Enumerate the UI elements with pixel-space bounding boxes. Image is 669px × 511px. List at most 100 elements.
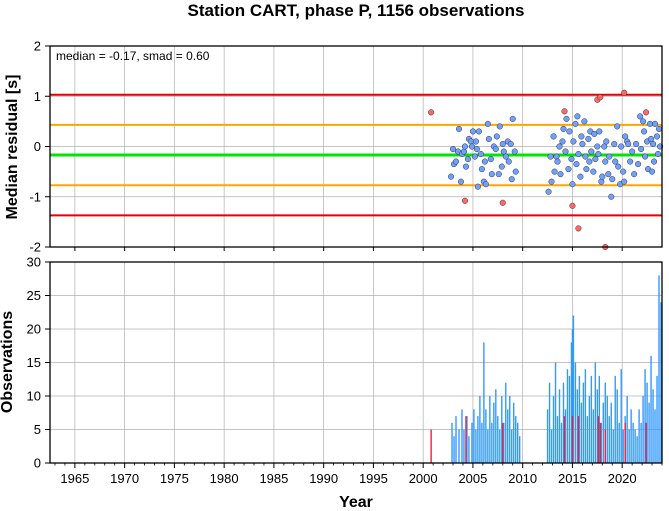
residual-point (581, 118, 588, 125)
residual-point (473, 145, 480, 153)
observations-y-ticks: 0 5 10 15 20 25 30 (27, 255, 50, 471)
residual-point (481, 158, 488, 165)
residual-point (649, 140, 657, 148)
y-tick-label: 15 (27, 355, 41, 370)
residual-point (654, 150, 662, 158)
residual-point (572, 120, 579, 127)
residual-point (496, 123, 503, 130)
x-tick-label: 1990 (309, 471, 338, 486)
residual-point (575, 150, 582, 158)
residual-point (590, 168, 597, 175)
residual-y-ticks: -2 -1 0 1 2 (29, 39, 623, 255)
residual-point (505, 158, 512, 165)
residual-point (621, 178, 628, 185)
residual-point (460, 148, 468, 155)
outlier-point (428, 109, 435, 116)
residual-point (569, 181, 576, 188)
observations-panel: 0 5 10 15 20 25 30 1965 1970 1975 1980 1985 1990 199… (0, 255, 663, 511)
residual-point (551, 168, 558, 175)
residual-point (550, 133, 557, 140)
residual-point (598, 178, 605, 185)
residual-point (485, 135, 492, 143)
residual-point (585, 135, 592, 143)
residual-point (461, 143, 469, 150)
observations-x-ticks: 1965 1970 1975 1980 1985 1990 1995 2000 2005 2010… (54, 463, 663, 486)
y-tick-label: 2 (34, 39, 41, 54)
observations-grid (50, 261, 662, 464)
residual-point (502, 153, 509, 160)
residual-point (640, 118, 647, 125)
residual-point (578, 133, 585, 140)
outlier-point (621, 89, 628, 96)
residual-point (570, 138, 577, 145)
residual-point (475, 128, 482, 135)
residual-point (562, 148, 569, 155)
x-tick-label: 1970 (110, 471, 139, 486)
residual-point (464, 156, 472, 163)
residual-point (566, 128, 573, 135)
residual-point (653, 133, 661, 140)
observations-y-axis-label: Observations (0, 311, 16, 413)
residual-point (651, 120, 659, 127)
outlier-point (575, 225, 582, 232)
y-tick-label: 10 (27, 389, 41, 404)
x-tick-label: 1980 (210, 471, 239, 486)
residual-point (500, 148, 507, 155)
residual-point (472, 138, 479, 145)
residual-grid (50, 45, 662, 248)
residual-point (447, 173, 455, 180)
residual-point (612, 158, 619, 165)
outlier-point (643, 109, 650, 116)
residual-point (648, 168, 656, 175)
residual-point (641, 128, 648, 135)
residual-point (608, 193, 615, 200)
residual-point (488, 171, 495, 178)
residual-point (547, 153, 554, 160)
residual-point (455, 125, 463, 132)
residual-point (596, 128, 603, 135)
residual-point (469, 128, 476, 135)
residual-point (579, 140, 586, 148)
residual-point (556, 143, 563, 150)
x-tick-label: 1985 (259, 471, 288, 486)
residual-point (650, 158, 658, 165)
residual-point (573, 161, 580, 168)
y-tick-label: -2 (29, 240, 41, 255)
residual-point (586, 158, 593, 165)
x-axis-label: Year (339, 494, 373, 511)
y-tick-label: 0 (34, 139, 41, 154)
residual-point (484, 120, 491, 127)
residual-point (614, 123, 621, 130)
residual-point (493, 133, 500, 140)
residual-point (507, 140, 514, 148)
residual-point (603, 138, 610, 145)
residual-point (545, 188, 552, 195)
residual-point (553, 153, 560, 160)
residual-point (627, 158, 634, 165)
residual-point (594, 143, 601, 150)
residual-point (582, 153, 589, 160)
residual-point (512, 168, 519, 175)
residual-point (602, 158, 609, 165)
residual-panel: -2 -1 0 1 2 median = -0.17, smad = 0.60 Medi… (4, 39, 664, 255)
y-tick-label: 1 (34, 89, 41, 104)
residual-point (492, 145, 499, 153)
x-tick-label: 1975 (160, 471, 189, 486)
residual-point (474, 183, 481, 190)
residual-point (611, 140, 618, 148)
x-tick-label: 2005 (458, 471, 487, 486)
outlier-point (461, 197, 469, 204)
residual-point (592, 156, 599, 163)
residual-point (499, 140, 506, 148)
residual-y-axis-label: Median residual [s] (4, 75, 21, 220)
chart-title: Station CART, phase P, 1156 observations (188, 1, 525, 20)
y-tick-label: 25 (27, 288, 41, 303)
residual-point (508, 176, 515, 183)
residual-point (583, 166, 590, 173)
residual-point (568, 156, 575, 163)
observation-bars (430, 275, 662, 463)
residual-point (577, 173, 584, 180)
residual-point (620, 168, 627, 175)
residual-point (637, 113, 644, 120)
